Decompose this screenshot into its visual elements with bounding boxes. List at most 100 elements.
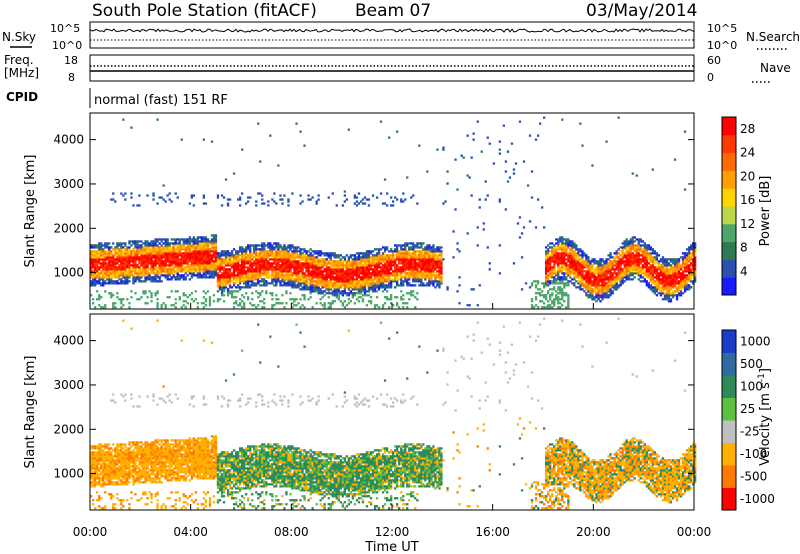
power-cell <box>641 266 644 269</box>
power-cell <box>649 284 652 287</box>
power-cell <box>621 262 624 265</box>
power-cell <box>198 252 201 255</box>
power-cell <box>204 262 208 265</box>
power-cell <box>114 272 117 275</box>
power-cell <box>353 292 356 295</box>
power-cell <box>281 270 284 273</box>
power-cell <box>247 200 250 203</box>
power-cell <box>305 270 308 273</box>
power-cell <box>295 248 298 251</box>
power-cell <box>625 240 628 243</box>
power-cell <box>311 306 314 309</box>
power-cell <box>112 306 115 309</box>
power-cell <box>583 284 586 287</box>
power-cell <box>436 254 439 257</box>
power-cell <box>184 268 187 271</box>
power-cell <box>104 256 107 259</box>
power-cell <box>390 274 393 277</box>
power-cell <box>545 268 548 271</box>
power-cell <box>259 254 262 257</box>
power-cell <box>637 254 640 257</box>
power-cell <box>331 260 334 263</box>
power-cell <box>617 262 620 265</box>
power-cell <box>140 240 143 243</box>
power-cell <box>253 284 256 287</box>
power-cell <box>273 266 276 269</box>
power-cell <box>386 290 389 293</box>
power-cell <box>613 258 616 261</box>
power-cell <box>611 272 614 275</box>
power-cell <box>132 258 135 261</box>
power-cell <box>156 260 159 263</box>
power-cell <box>106 278 109 281</box>
power-cell <box>299 298 302 301</box>
power-cell <box>488 262 491 265</box>
power-cell <box>347 274 350 277</box>
power-cell <box>237 262 240 265</box>
power-cell <box>281 284 284 287</box>
power-cell <box>247 256 250 259</box>
power-cell <box>420 256 423 259</box>
power-cell <box>180 306 183 309</box>
power-cell <box>337 268 340 271</box>
power-cell <box>206 268 210 271</box>
power-cell <box>390 254 393 257</box>
power-cell <box>104 262 107 265</box>
power-cell <box>216 274 220 277</box>
power-cell <box>327 276 330 279</box>
power-cell <box>404 254 407 257</box>
power-cell <box>643 258 646 261</box>
power-cell <box>611 290 614 293</box>
power-cell <box>345 304 348 307</box>
power-cell <box>589 268 592 271</box>
power-cell <box>106 262 109 265</box>
power-cell <box>255 248 258 251</box>
power-cell <box>398 256 401 259</box>
power-cell <box>114 280 117 283</box>
power-cell <box>257 292 260 295</box>
power-cell <box>365 256 369 259</box>
power-cell <box>404 272 407 275</box>
power-cell <box>432 274 435 277</box>
power-cell <box>291 258 294 261</box>
power-cell <box>261 242 264 245</box>
power-cell <box>400 248 403 251</box>
power-cell <box>396 244 399 247</box>
power-cell <box>265 252 268 255</box>
power-cell <box>190 252 193 255</box>
power-cell <box>569 266 572 269</box>
power-cell <box>345 284 348 287</box>
power-cell <box>112 198 115 201</box>
power-cell <box>305 284 308 287</box>
power-cell <box>285 272 288 275</box>
power-cell <box>555 246 558 249</box>
power-cell <box>110 270 113 273</box>
power-cell <box>279 266 282 269</box>
power-cell <box>559 254 562 257</box>
power-cell <box>243 262 246 265</box>
power-cell <box>271 264 274 267</box>
power-cell <box>154 248 157 251</box>
power-cell <box>235 260 238 263</box>
power-cell <box>154 278 157 281</box>
power-cell <box>627 276 630 279</box>
power-cell <box>148 260 151 263</box>
power-cell <box>118 272 121 275</box>
power-cell <box>98 304 101 307</box>
power-cell <box>643 260 646 263</box>
power-cell <box>655 278 658 281</box>
power-cell <box>206 266 210 269</box>
power-cell <box>329 276 332 279</box>
power-cell <box>412 256 415 259</box>
power-cell <box>394 196 397 199</box>
power-cell <box>607 276 610 279</box>
power-cell <box>388 270 391 273</box>
power-cell <box>581 262 584 265</box>
power-cell <box>339 254 342 257</box>
power-cell <box>309 258 312 261</box>
power-cell <box>462 156 465 159</box>
power-cell <box>579 254 582 257</box>
power-cell <box>128 240 131 243</box>
power-cell <box>416 298 419 301</box>
power-cell <box>369 276 373 279</box>
